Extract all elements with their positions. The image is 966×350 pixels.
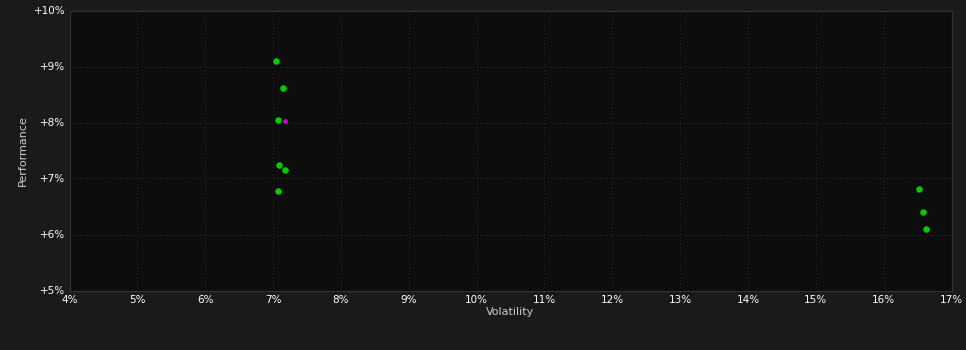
Point [277,167,293,173]
Point [270,188,286,194]
Point [911,186,926,191]
Point [919,226,934,232]
Point [270,117,286,122]
Point [269,58,284,64]
Y-axis label: Performance: Performance [18,115,28,186]
Point [916,209,931,215]
Point [270,162,286,167]
Point [275,85,291,91]
Point [277,119,293,124]
X-axis label: Volatility: Volatility [487,307,534,317]
